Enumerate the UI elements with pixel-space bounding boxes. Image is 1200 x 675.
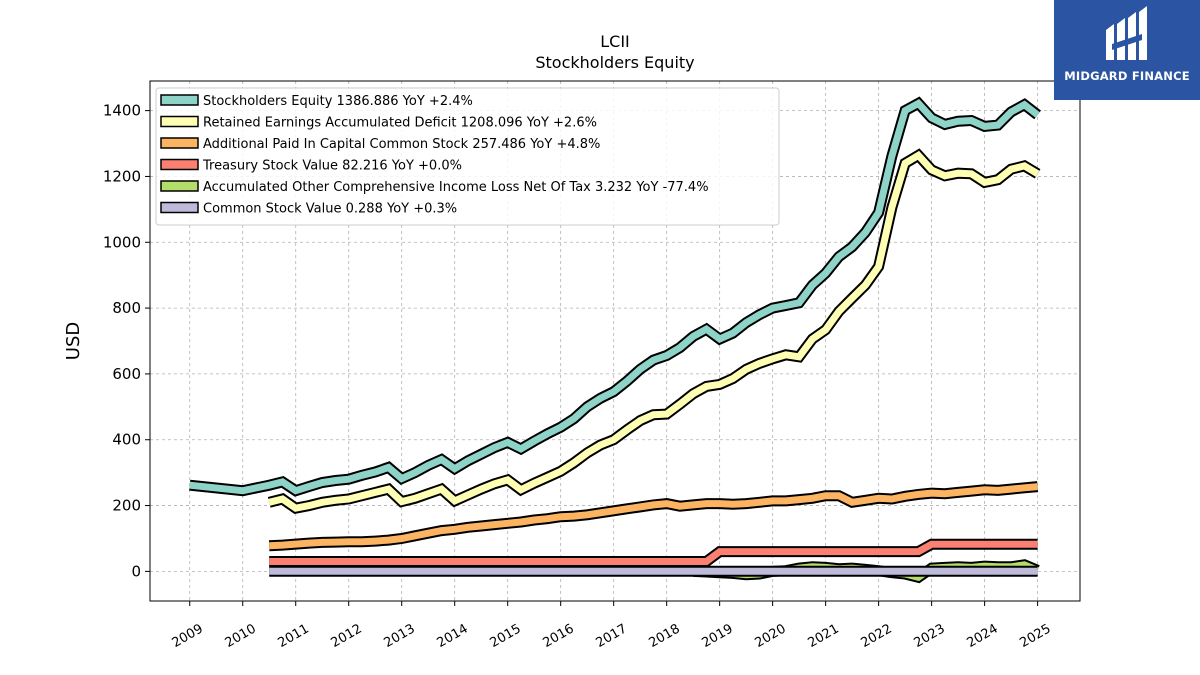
y-tick-label: 800 xyxy=(112,299,141,317)
legend-swatch xyxy=(160,94,199,106)
y-tick-label: 0 xyxy=(131,562,141,580)
x-tick-label: 2023 xyxy=(911,621,947,651)
x-tick-label: 2018 xyxy=(647,621,683,651)
x-tick-label: 2021 xyxy=(805,621,841,651)
legend-swatch xyxy=(160,180,199,192)
chart-subtitle: Stockholders Equity xyxy=(535,53,694,72)
legend-entry: Treasury Stock Value 82.216 YoY +0.0% xyxy=(202,159,462,174)
x-tick-label: 2011 xyxy=(276,621,312,651)
logo-text: MIDGARD FINANCE xyxy=(1064,69,1190,83)
series-2 xyxy=(267,148,1041,515)
x-tick-label: 2010 xyxy=(223,621,259,651)
y-tick-label: 200 xyxy=(112,497,141,515)
legend-entry: Common Stock Value 0.288 YoY +0.3% xyxy=(203,202,457,217)
legend: Stockholders Equity 1386.886 YoY +2.4% Re… xyxy=(155,87,780,226)
x-tick-label: 2013 xyxy=(382,621,418,651)
legend-swatch xyxy=(160,201,199,214)
series-line xyxy=(189,99,1040,495)
x-tick-label: 2016 xyxy=(541,621,577,651)
y-tick-label: 600 xyxy=(112,365,141,383)
series-3 xyxy=(268,481,1039,552)
series-4 xyxy=(269,538,1038,567)
x-tick-label: 2025 xyxy=(1017,621,1053,651)
plot-frame xyxy=(149,80,1081,602)
midgard-finance-logo: MIDGARD FINANCE xyxy=(1054,0,1200,100)
x-tick-label: 2024 xyxy=(964,621,1000,651)
series-line xyxy=(269,540,1038,565)
x-tick-label: 2014 xyxy=(435,621,471,651)
x-tick-label: 2022 xyxy=(858,621,894,651)
y-axis-ticks: 0 200 400 600 800 1000 1200 1400 xyxy=(103,102,150,580)
x-tick-label: 2020 xyxy=(752,621,788,651)
x-tick-label: 2015 xyxy=(488,621,524,651)
series-1 xyxy=(189,96,1041,497)
chart-title: LCII xyxy=(600,32,630,51)
x-tick-label: 2009 xyxy=(170,621,206,651)
y-tick-label: 1200 xyxy=(103,167,141,185)
legend-entry: Accumulated Other Comprehensive Income L… xyxy=(203,180,709,195)
x-tick-label: 2019 xyxy=(699,621,735,651)
x-tick-label: 2017 xyxy=(594,621,630,651)
midgard-logo-icon xyxy=(1106,6,1147,60)
x-tick-label: 2012 xyxy=(329,621,365,651)
legend-entry: Stockholders Equity 1386.886 YoY +2.4% xyxy=(203,94,473,109)
legend-swatch xyxy=(160,137,199,149)
y-axis-label: USD xyxy=(63,322,84,360)
legend-box xyxy=(155,87,780,226)
y-tick-label: 1000 xyxy=(103,233,141,251)
series-line xyxy=(269,483,1038,550)
legend-entry: Retained Earnings Accumulated Deficit 12… xyxy=(203,116,597,131)
series-lines xyxy=(189,96,1041,584)
legend-swatch xyxy=(160,158,199,171)
legend-entry: Additional Paid In Capital Common Stock … xyxy=(203,137,600,152)
y-tick-label: 400 xyxy=(112,431,141,449)
legend-swatch xyxy=(160,115,199,128)
x-axis-ticks: 2009 2010 2011 2012 2013 2014 2015 2016 2017 2018… xyxy=(170,601,1054,651)
series-line xyxy=(268,150,1040,512)
y-tick-label: 1400 xyxy=(103,102,141,120)
